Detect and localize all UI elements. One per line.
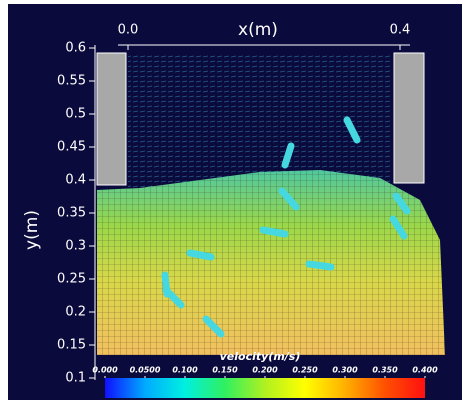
y-axis-label: y(m) xyxy=(22,210,42,250)
colorbar-tick-label: 0.250 xyxy=(292,366,318,375)
colorbar-tick-label: 0.0500 xyxy=(130,366,161,375)
left-wall xyxy=(97,53,126,185)
y-tick-label: 0.6 xyxy=(65,41,86,56)
colorbar-tick-label: 0.400 xyxy=(412,366,438,375)
colorbar xyxy=(105,378,425,398)
x-tick-label: 0.0 xyxy=(118,23,139,38)
x-axis-label: x(m) xyxy=(238,20,278,40)
colorbar-tick-label: 0.350 xyxy=(372,366,398,375)
right-wall xyxy=(394,53,424,183)
y-tick-label: 0.35 xyxy=(57,206,86,221)
x-tick-label: 0.4 xyxy=(390,23,411,38)
y-tick-label: 0.4 xyxy=(65,173,86,188)
y-tick-label: 0.25 xyxy=(57,272,86,287)
y-tick-label: 0.2 xyxy=(65,305,86,320)
y-tick-label: 0.15 xyxy=(57,338,86,353)
colorbar-tick-label: 0.000 xyxy=(92,366,118,375)
colorbar-label: velocity(m/s) xyxy=(220,350,301,363)
y-tick-label: 0.1 xyxy=(65,371,86,386)
upper-flow xyxy=(128,55,392,190)
y-tick-label: 0.45 xyxy=(57,140,86,155)
colorbar-tick-label: 0.300 xyxy=(332,366,358,375)
field-mesh xyxy=(97,170,445,355)
colorbar-tick-label: 0.150 xyxy=(212,366,238,375)
y-tick-label: 0.55 xyxy=(57,74,86,89)
chart: x(m) y(m) velocity(m/s) 0.0 0.4 0.1 0.15 0.2… xyxy=(0,0,470,404)
colorbar-tick-label: 0.100 xyxy=(172,366,198,375)
colorbar-tick-label: 0.200 xyxy=(252,366,278,375)
y-tick-label: 0.5 xyxy=(65,107,86,122)
y-tick-label: 0.3 xyxy=(65,239,86,254)
